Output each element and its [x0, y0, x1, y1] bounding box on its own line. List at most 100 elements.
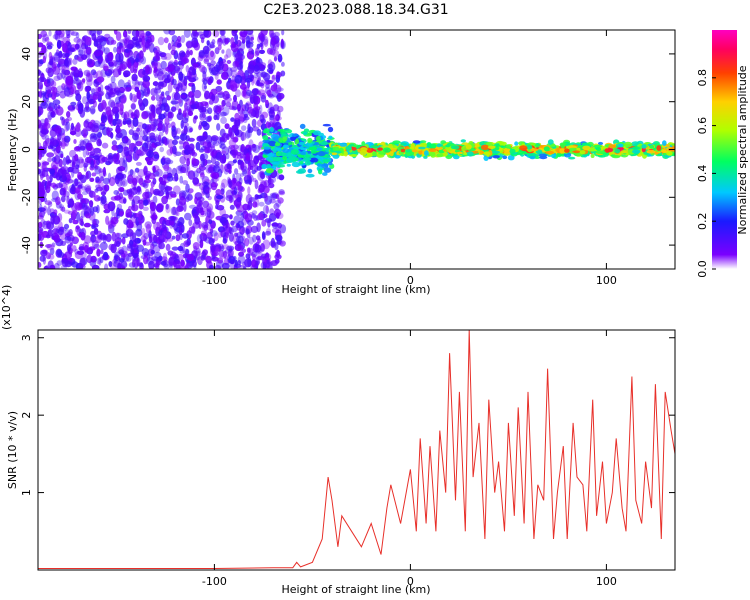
heatmap-cell	[266, 67, 274, 74]
heatmap-cell	[274, 242, 279, 251]
heatmap-cell	[100, 69, 108, 78]
heatmap-cell	[246, 129, 252, 138]
heatmap-cell	[91, 264, 100, 269]
heatmap-cell	[162, 138, 168, 145]
heatmap-cell	[257, 35, 263, 43]
heatmap-cell	[229, 214, 233, 220]
heatmap-cell	[108, 99, 116, 108]
heatmap-cell	[303, 157, 312, 161]
heatmap-cell	[38, 161, 41, 167]
heatmap-cell	[350, 154, 358, 157]
heatmap-cell	[259, 114, 265, 123]
heatmap-cell	[237, 144, 243, 151]
heatmap-cell	[175, 86, 180, 94]
heatmap-cell	[271, 74, 275, 83]
heatmap-cell	[251, 118, 257, 128]
heatmap-cell	[254, 179, 259, 190]
heatmap-cell	[595, 150, 604, 154]
colorbar-tick-label: 0.0	[696, 260, 709, 278]
heatmap-cell	[157, 134, 162, 143]
heatmap-cell	[138, 177, 144, 185]
heatmap-cell	[55, 30, 62, 36]
heatmap-cell	[180, 88, 186, 95]
heatmap-cell	[323, 167, 332, 173]
heatmap-cell	[256, 222, 261, 233]
heatmap-cell	[167, 175, 174, 182]
heatmap-cell	[40, 101, 48, 109]
heatmap-cell	[597, 141, 604, 146]
heatmap-cell	[51, 110, 55, 117]
heatmap-cell	[185, 183, 190, 193]
heatmap-cell	[272, 148, 277, 154]
heatmap-cell	[56, 39, 62, 49]
heatmap-cell	[217, 105, 224, 111]
heatmap-cell	[237, 159, 243, 164]
heatmap-cell	[46, 106, 54, 112]
heatmap-cell	[141, 248, 149, 256]
heatmap-cell	[219, 216, 227, 224]
heatmap-cell	[144, 40, 150, 51]
heatmap-cell	[318, 169, 323, 175]
heatmap-cell	[101, 142, 109, 149]
heatmap-cell	[212, 165, 221, 173]
heatmap-cell	[228, 195, 233, 204]
heatmap-cell	[127, 30, 132, 35]
heatmap-cell	[84, 36, 92, 46]
heatmap-cell	[254, 72, 259, 79]
heatmap-cell	[165, 90, 170, 97]
heatmap-cell	[115, 52, 121, 63]
heatmap-cell	[152, 125, 158, 132]
heatmap-cell	[620, 150, 629, 154]
heatmap-cell	[127, 150, 132, 156]
figure-title: C2E3.2023.088.18.34.G31	[263, 2, 448, 18]
snr-panel: -100 0 100 1 2 3 Height of straight line (km)…	[0, 285, 676, 596]
heatmap-cell	[108, 176, 116, 187]
heatmap-cell	[99, 84, 104, 92]
heatmap-cell	[273, 203, 280, 210]
snr-frame	[37, 329, 676, 571]
heatmap-cell	[137, 169, 146, 177]
heatmap-cell	[130, 248, 135, 255]
heatmap-cell	[239, 146, 248, 156]
heatmap-cell	[199, 111, 204, 118]
heatmap-cell	[99, 256, 104, 264]
heatmap-cell	[145, 223, 152, 234]
heatmap-cell	[171, 235, 176, 240]
heatmap-cell	[226, 163, 230, 170]
heatmap-cell	[221, 251, 229, 260]
heatmap-cell	[185, 241, 191, 246]
heatmap-cell	[60, 69, 66, 79]
colorbar-label: Normalized spectral amplitude	[736, 65, 749, 234]
heatmap-cell	[241, 248, 246, 253]
heatmap-cell	[662, 140, 667, 146]
heatmap-cell	[251, 169, 256, 175]
heatmap-cell	[63, 63, 70, 68]
heatmap-cell	[64, 251, 73, 259]
heatmap-cell	[160, 94, 165, 100]
heatmap-cell	[466, 151, 474, 157]
heatmap-cell	[270, 36, 277, 46]
heatmap-cell	[247, 219, 254, 226]
heatmap-cell	[155, 51, 160, 61]
heatmap-cell	[154, 134, 160, 143]
heatmap-cell	[246, 30, 254, 35]
heatmap-cell	[191, 95, 195, 105]
heatmap-cell	[209, 44, 216, 49]
heatmap-cell	[81, 198, 90, 204]
heatmap-cell	[222, 99, 227, 107]
heatmap-cell	[106, 72, 111, 78]
heatmap-cell	[266, 164, 272, 169]
heatmap-cell	[111, 140, 117, 146]
heatmap-cell	[241, 125, 247, 131]
heatmap-cell	[204, 236, 213, 244]
heatmap-cell	[199, 153, 205, 162]
heatmap-cell	[222, 90, 230, 100]
heatmap-cell	[97, 38, 104, 43]
heatmap-cell	[429, 151, 436, 157]
heatmap-cell	[263, 148, 272, 154]
heatmap-cell	[263, 128, 270, 134]
heatmap-cell	[200, 230, 208, 237]
heatmap-cell	[131, 221, 139, 228]
heatmap-cell	[291, 133, 299, 137]
heatmap-cell	[216, 195, 224, 200]
